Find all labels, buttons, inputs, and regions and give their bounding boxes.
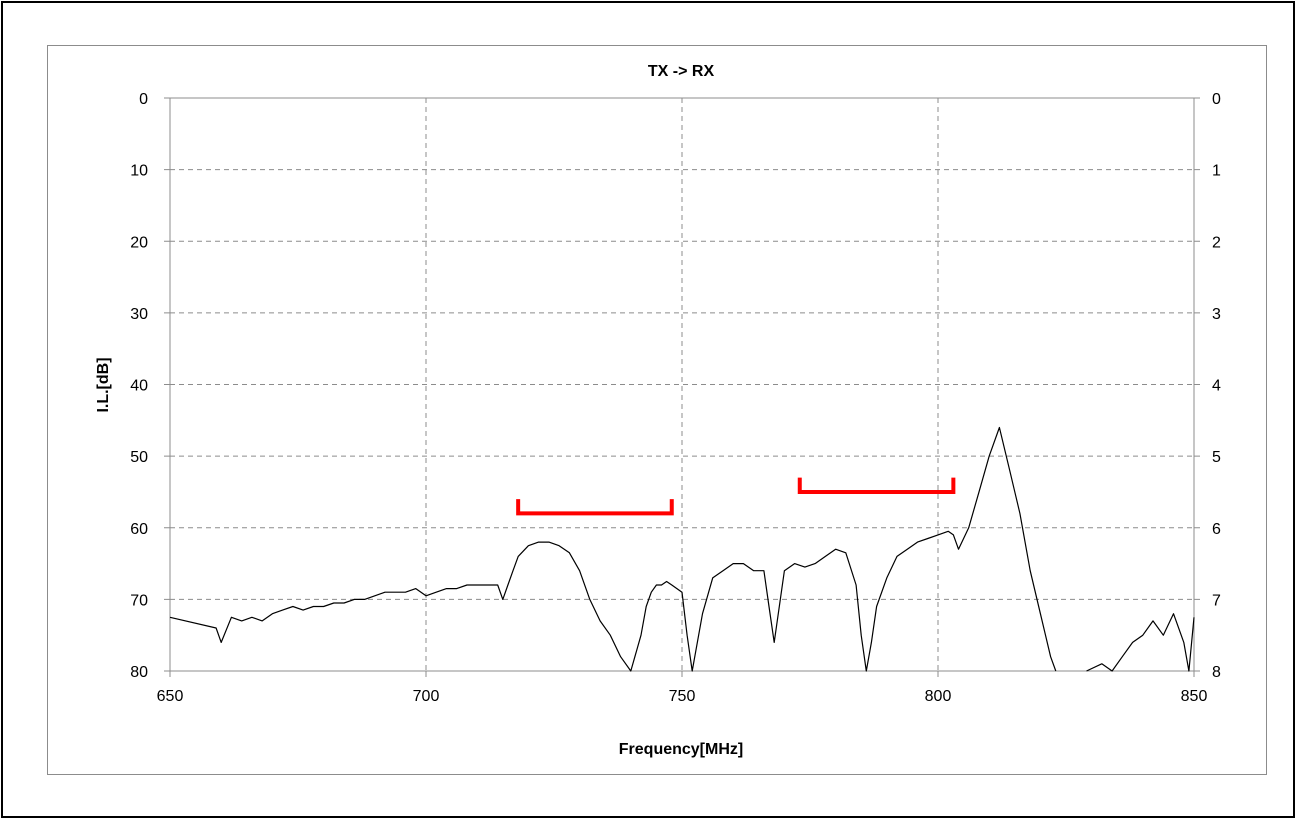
y-tick-label-left: 40: [130, 378, 148, 395]
chart-area: [47, 45, 1267, 775]
y-tick-label-left: 20: [130, 234, 148, 251]
y-tick-label-right: 8: [1212, 664, 1221, 681]
spec-marker-1: [516, 499, 674, 516]
y-tick-label-left: 50: [130, 449, 148, 466]
y-tick-label-right: 4: [1212, 378, 1221, 395]
x-axis-title: Frequency[MHz]: [619, 741, 743, 758]
markers-layer: [516, 477, 956, 516]
y-tick-label-right: 0: [1212, 91, 1221, 108]
x-tick-label: 850: [1181, 688, 1208, 705]
y-tick-label-left: 60: [130, 521, 148, 538]
y-tick-label-left: 70: [130, 592, 148, 609]
y-tick-label-right: 1: [1212, 163, 1221, 180]
y-tick-label-left: 80: [130, 664, 148, 681]
y-tick-label-left: 30: [130, 306, 148, 323]
series-line-tx-rx: [169, 426, 1057, 672]
series-layer: [169, 426, 1195, 672]
x-tick-label: 750: [669, 688, 696, 705]
y-tick-label-right: 3: [1212, 306, 1221, 323]
y-axis-title: I.L.[dB]: [95, 357, 112, 412]
series-line-tx-rx-segment: [1086, 613, 1195, 672]
chart-title: TX -> RX: [648, 63, 715, 80]
y-tick-label-right: 6: [1212, 521, 1221, 538]
y-tick-label-right: 2: [1212, 234, 1221, 251]
y-tick-label-right: 7: [1212, 592, 1221, 609]
y-tick-label-left: 0: [139, 91, 148, 108]
y-tick-label-left: 10: [130, 163, 148, 180]
y-tick-label-right: 5: [1212, 449, 1221, 466]
x-tick-label: 700: [413, 688, 440, 705]
x-tick-label: 800: [925, 688, 952, 705]
grid: [170, 98, 1194, 671]
spec-marker-2: [797, 477, 956, 494]
ticks-layer: 650 700 750 800 8500102030405060708001234567…: [130, 91, 1221, 705]
x-tick-label: 650: [157, 688, 184, 705]
